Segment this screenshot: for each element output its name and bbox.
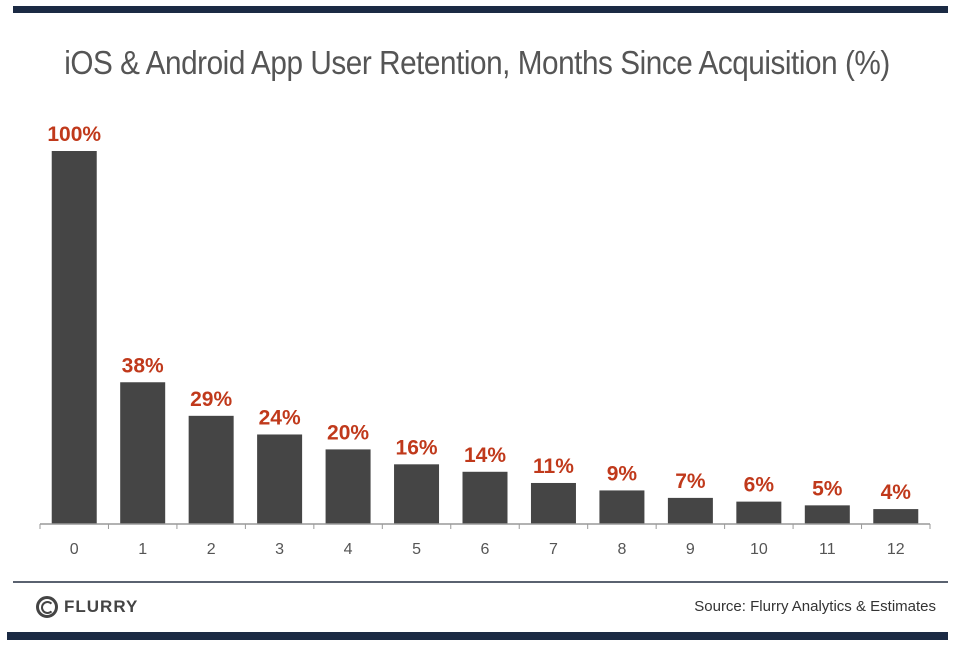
bar-1 xyxy=(120,382,166,524)
data-label-5: 16% xyxy=(396,436,438,459)
bar-2 xyxy=(188,415,234,524)
bar-10 xyxy=(736,501,782,524)
bar-6 xyxy=(462,471,508,524)
chart-title: iOS & Android App User Retention, Months… xyxy=(64,44,890,81)
x-tick-label-1: 1 xyxy=(138,541,147,558)
data-label-4: 20% xyxy=(327,421,369,444)
x-tick-label-2: 2 xyxy=(207,541,216,558)
logo-text: FLURRY xyxy=(64,597,139,616)
x-tick-label-9: 9 xyxy=(686,541,695,558)
bar-3 xyxy=(257,434,303,524)
data-label-10: 6% xyxy=(744,474,775,497)
x-tick-label-6: 6 xyxy=(481,541,490,558)
x-tick-label-3: 3 xyxy=(275,541,284,558)
x-tick-label-5: 5 xyxy=(412,541,421,558)
x-tick-label-7: 7 xyxy=(549,541,558,558)
data-label-11: 5% xyxy=(812,477,843,500)
data-label-2: 29% xyxy=(190,388,232,411)
source-note: Source: Flurry Analytics & Estimates xyxy=(694,598,936,615)
bar-12 xyxy=(873,509,919,524)
bar-7 xyxy=(530,482,576,524)
flurry-logo-icon xyxy=(36,596,58,618)
data-label-7: 11% xyxy=(533,455,574,478)
x-tick-label-11: 11 xyxy=(819,541,836,558)
bottom-rule xyxy=(7,632,948,640)
x-tick-label-10: 10 xyxy=(750,541,768,558)
x-tick-label-4: 4 xyxy=(344,541,353,558)
bar-8 xyxy=(599,490,645,524)
bar-chart: 100% 0 38% 1 29% 2 24% 3 20% 4 16% 5 14% 6 11% 7 9% 8 7% 9 6… xyxy=(39,123,931,558)
data-label-8: 9% xyxy=(607,462,638,485)
data-label-1: 38% xyxy=(122,354,164,377)
data-label-12: 4% xyxy=(881,481,912,504)
top-rule xyxy=(13,6,948,13)
bar-11 xyxy=(804,505,850,524)
x-tick-label-0: 0 xyxy=(70,541,79,558)
bar-0 xyxy=(51,151,97,524)
x-tick-label-12: 12 xyxy=(887,541,905,558)
data-label-6: 14% xyxy=(464,444,506,467)
bar-5 xyxy=(394,464,440,524)
bar-4 xyxy=(325,449,371,524)
bar-9 xyxy=(667,497,713,524)
x-tick-label-8: 8 xyxy=(617,541,626,558)
data-label-9: 7% xyxy=(675,470,706,493)
data-label-0: 100% xyxy=(47,123,101,146)
flurry-logo: FLURRY xyxy=(36,596,138,618)
footer-divider xyxy=(13,581,948,583)
data-label-3: 24% xyxy=(259,406,301,429)
